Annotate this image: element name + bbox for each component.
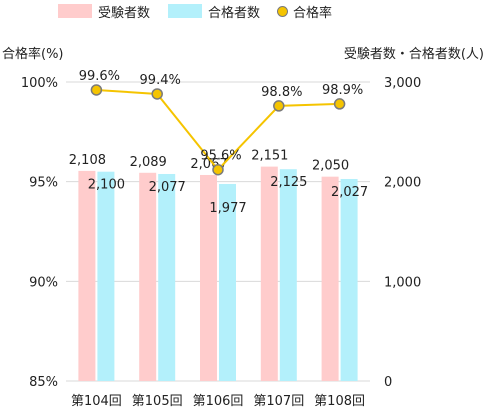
legend: 受験者数 合格者数 合格率: [0, 0, 488, 22]
legend-swatch-passers: [168, 4, 202, 18]
bar-passers: [158, 173, 176, 381]
data-label-rate: 98.9%: [322, 83, 363, 98]
bar-applicants: [260, 166, 278, 381]
legend-label-applicants: 受験者数: [98, 5, 151, 21]
x-axis-tick: 第106回: [193, 394, 244, 407]
x-axis-tick: 第104回: [71, 394, 122, 407]
bar-applicants: [321, 176, 339, 381]
rate-point: [151, 88, 163, 100]
data-label-passers: 2,125: [270, 175, 307, 190]
legend-swatch-applicants: [58, 4, 92, 18]
right-axis-title: 受験者数・合格者数(人): [343, 47, 484, 62]
data-label-passers: 1,977: [209, 201, 246, 216]
x-axis-tick: 第105回: [132, 394, 183, 407]
left-axis-tick: 95%: [29, 176, 58, 191]
right-axis-tick: 0: [384, 375, 392, 390]
data-label-rate: 98.8%: [261, 85, 302, 100]
x-axis-tick: 第107回: [253, 394, 304, 407]
bar-passers: [97, 171, 115, 381]
data-label-rate: 99.4%: [140, 73, 181, 88]
right-axis-tick: 1,000: [384, 275, 421, 290]
right-axis-tick: 3,000: [384, 76, 421, 91]
rate-point: [273, 100, 285, 112]
left-axis-tick: 90%: [29, 275, 58, 290]
data-label-applicants: 2,089: [130, 155, 167, 170]
x-axis-tick: 第108回: [314, 394, 365, 407]
data-label-applicants: 2,108: [69, 153, 106, 168]
left-axis-tick: 85%: [29, 375, 58, 390]
bar-passers: [279, 169, 297, 381]
data-label-passers: 2,100: [88, 178, 125, 193]
bar-passers: [340, 178, 358, 381]
left-axis-tick: 100%: [21, 76, 58, 91]
rate-point: [90, 84, 103, 96]
legend-item-passers: 合格者数: [168, 3, 261, 21]
bar-passers: [219, 183, 236, 381]
legend-label-rate: 合格率: [293, 5, 333, 21]
legend-label-passers: 合格者数: [208, 5, 261, 21]
bar-applicants: [139, 172, 157, 381]
data-label-passers: 2,077: [149, 180, 186, 195]
legend-marker-rate: [277, 5, 288, 17]
right-axis-tick: 2,000: [384, 176, 421, 191]
bar-applicants: [78, 170, 96, 381]
legend-item-rate: 合格率: [277, 3, 333, 21]
data-label-rate: 99.6%: [79, 69, 120, 84]
rate-point: [212, 163, 224, 176]
rate-point: [333, 98, 346, 110]
data-label-passers: 2,027: [331, 185, 368, 200]
legend-item-applicants: 受験者数: [58, 3, 151, 21]
left-axis-title: 合格率(%): [2, 47, 64, 62]
data-label-applicants: 2,151: [251, 149, 288, 164]
data-label-rate: 95.6%: [200, 149, 241, 164]
bar-applicants: [200, 174, 217, 381]
data-label-applicants: 2,050: [312, 159, 349, 174]
